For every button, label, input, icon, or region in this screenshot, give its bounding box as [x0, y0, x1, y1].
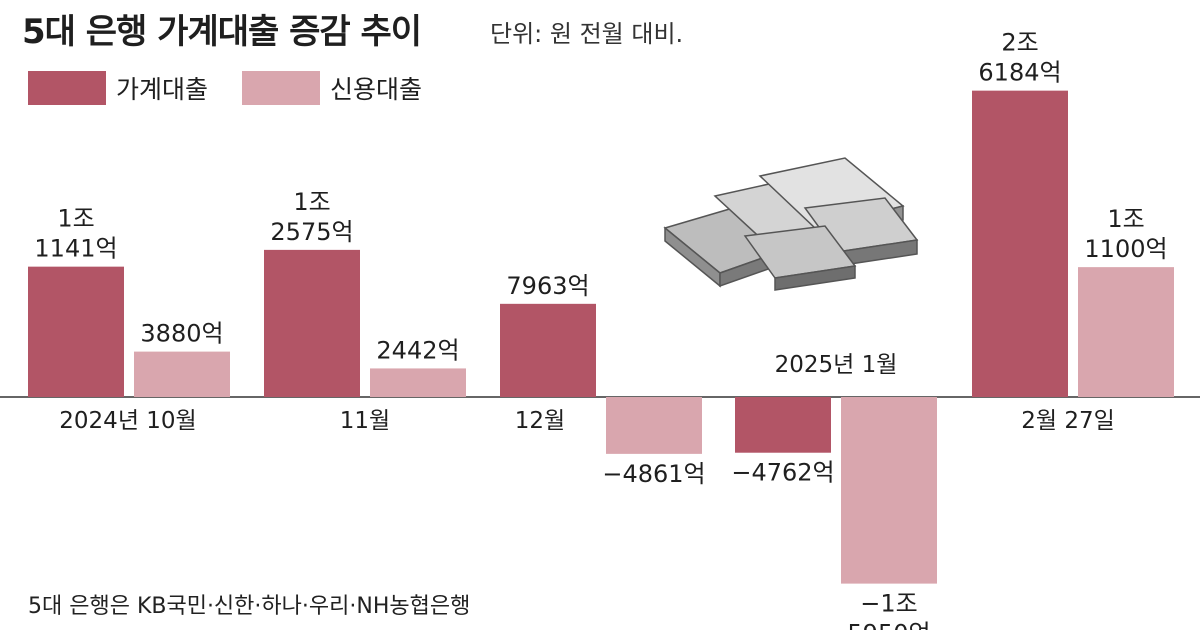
chart-title: 5대 은행 가계대출 증감 추이	[22, 12, 422, 52]
category-label-3: 2025년 1월	[775, 352, 898, 378]
data-label-credit-1: 2442억	[376, 336, 459, 364]
unit-note: 단위: 원 전월 대비.	[490, 20, 684, 48]
data-label-credit-3: 5950억	[847, 620, 930, 630]
bar-household-4	[972, 90, 1068, 397]
category-label-0: 2024년 10월	[59, 408, 196, 434]
legend-swatch-household	[28, 71, 106, 105]
money-stack-illustration	[663, 157, 919, 291]
bar-credit-4	[1078, 267, 1174, 397]
data-label-credit-4: 1조	[1107, 205, 1144, 233]
legend-swatch-credit	[242, 71, 321, 105]
bar-credit-3	[841, 397, 937, 584]
data-label-household-0: 1조	[57, 205, 94, 233]
bar-credit-2	[606, 397, 702, 454]
category-label-1: 11월	[340, 408, 390, 434]
data-label-household-1: 2575억	[270, 218, 353, 246]
data-label-household-4: 6184억	[978, 59, 1061, 87]
legend-label-credit: 신용대출	[330, 75, 423, 104]
data-label-household-2: 7963억	[506, 272, 589, 300]
data-label-household-1: 1조	[293, 188, 330, 216]
data-label-credit-2: −4861억	[602, 460, 705, 488]
legend: 가계대출 신용대출	[28, 68, 422, 108]
data-label-credit-0: 3880억	[140, 320, 223, 348]
bar-household-2	[500, 303, 596, 397]
category-label-2: 12월	[515, 408, 565, 434]
data-label-household-0: 1141억	[34, 235, 117, 263]
category-label-4: 2월 27일	[1021, 408, 1115, 434]
bar-household-3	[735, 397, 831, 453]
footnote: 5대 은행은 KB국민·신한·하나·우리·NH농협은행	[28, 594, 471, 619]
legend-label-household: 가계대출	[116, 75, 209, 104]
legend-item-credit: 신용대출	[242, 70, 422, 106]
bar-household-0	[28, 266, 124, 397]
data-label-household-4: 2조	[1001, 29, 1038, 57]
bar-credit-0	[134, 351, 230, 397]
data-label-household-3: −4762억	[731, 459, 834, 487]
legend-item-household: 가계대출	[28, 70, 208, 106]
bar-household-1	[264, 249, 360, 397]
data-label-credit-3: −1조	[860, 590, 917, 618]
data-label-credit-4: 1100억	[1084, 235, 1167, 263]
bar-credit-1	[370, 368, 466, 397]
